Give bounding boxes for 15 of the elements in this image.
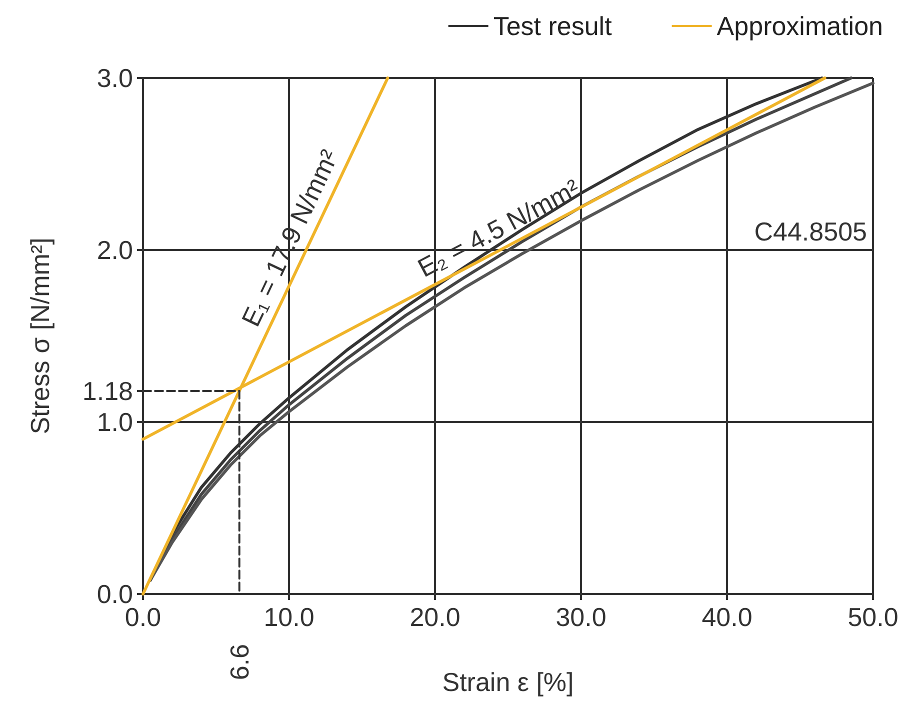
x-axis-title: Strain ε [%] [442,667,574,697]
y-tick-label: 2.0 [96,235,133,265]
x-tick-label: 10.0 [264,602,314,632]
annotation: C44.8505 [754,216,867,246]
y-tick-label: 1.0 [96,407,133,437]
x-tick-label: 50.0 [848,602,898,632]
annotation: 6.6 [224,644,254,680]
x-tick-label: 30.0 [556,602,606,632]
legend-label: Test result [493,11,613,41]
legend-label: Approximation [716,11,884,41]
x-tick-label: 40.0 [702,602,752,632]
y-tick-label: 1.18 [82,376,133,406]
x-tick-label: 20.0 [410,602,460,632]
y-axis-title: Stress σ [N/mm²] [25,238,55,434]
y-tick-label: 3.0 [96,63,133,93]
